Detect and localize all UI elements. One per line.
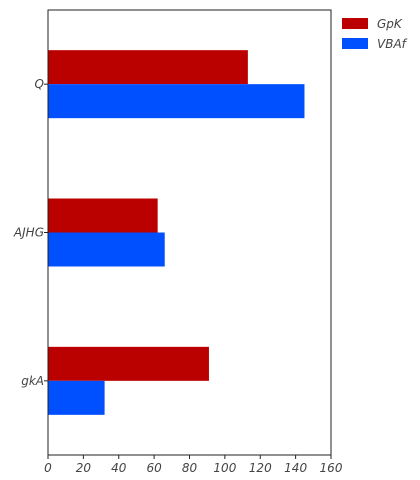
bar-VBAf-AJHG	[48, 232, 165, 267]
x-tick-label: 160	[320, 461, 343, 475]
x-tick-label: 0	[44, 461, 52, 475]
legend-swatch-GpK	[342, 18, 368, 29]
x-tick-label: 80	[182, 461, 198, 475]
bar-GpK-Q	[48, 50, 248, 85]
y-tick-label: AJHG	[13, 226, 44, 240]
y-tick-label: Q	[35, 77, 44, 91]
y-tick-label: gkA	[21, 374, 44, 388]
x-tick-label: 60	[146, 461, 162, 475]
x-axis: 0 20 40 60 80 100 120 140 160	[44, 455, 343, 475]
x-tick-label: 120	[249, 461, 272, 475]
bar-GpK-AJHG	[48, 198, 158, 233]
legend-label-GpK: GpK	[377, 17, 403, 31]
legend: GpK VBAf	[342, 17, 408, 51]
x-tick-label: 140	[284, 461, 307, 475]
x-tick-label: 40	[111, 461, 127, 475]
bar-GpK-gkA	[48, 346, 209, 381]
bar-VBAf-Q	[48, 84, 305, 119]
y-axis: gkA AJHG Q	[13, 77, 48, 388]
x-tick-label: 20	[76, 461, 92, 475]
legend-swatch-VBAf	[342, 38, 368, 49]
x-tick-label: 100	[213, 461, 236, 475]
bars-group	[48, 50, 305, 415]
legend-label-VBAf: VBAf	[377, 37, 408, 51]
bar-VBAf-gkA	[48, 380, 105, 415]
